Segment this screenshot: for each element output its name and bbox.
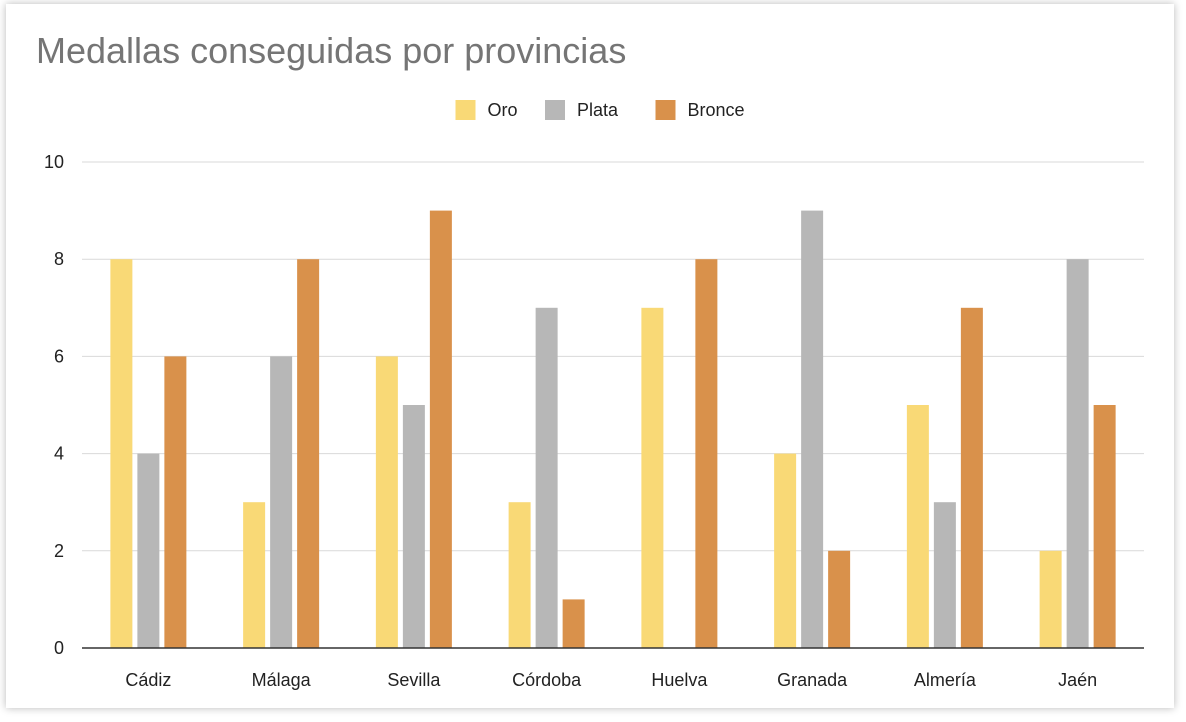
- bar-group-0: [110, 259, 187, 648]
- bar-plata: [137, 453, 160, 648]
- x-tick-label: Almería: [914, 670, 977, 690]
- legend-swatch: [455, 100, 476, 120]
- legend-item-plata: Plata: [545, 100, 619, 120]
- bar-bronce: [297, 259, 320, 648]
- legend-item-oro: Oro: [455, 100, 518, 120]
- bar-group-7: [1039, 259, 1116, 648]
- x-tick-label: Sevilla: [387, 670, 441, 690]
- x-tick-label: Granada: [777, 670, 848, 690]
- bar-group-3: [508, 307, 585, 648]
- y-axis: 0 2 4 6 8 10: [44, 152, 64, 658]
- bar-bronce: [562, 599, 585, 648]
- bar-plata: [1066, 259, 1089, 648]
- bar-oro: [1039, 550, 1062, 648]
- bar-group-6: [906, 307, 983, 648]
- legend-swatch: [655, 100, 676, 120]
- bar-oro: [641, 307, 664, 648]
- bar-group-2: [375, 210, 452, 648]
- bar-bronce: [695, 259, 718, 648]
- bar-oro: [508, 502, 531, 648]
- bar-plata: [933, 502, 956, 648]
- bar-oro: [906, 405, 929, 648]
- chart-title: Medallas conseguidas por provincias: [36, 30, 627, 71]
- x-tick-label: Cádiz: [125, 670, 171, 690]
- chart-legend: Oro Plata Bronce: [455, 100, 745, 120]
- x-tick-label: Huelva: [651, 670, 708, 690]
- bar-plata: [402, 405, 425, 648]
- legend-label: Bronce: [688, 100, 745, 120]
- bar-group-1: [243, 259, 320, 648]
- legend-label: Plata: [577, 100, 619, 120]
- legend-swatch: [545, 100, 565, 120]
- x-tick-label: Málaga: [252, 670, 312, 690]
- y-tick-label: 0: [54, 638, 64, 658]
- chart-card: Medallas conseguidas por provincias Oro P…: [6, 4, 1174, 708]
- bar-group-5: [774, 210, 851, 648]
- bar-bronce: [960, 307, 983, 648]
- y-tick-label: 4: [54, 444, 64, 464]
- x-tick-label: Jaén: [1058, 670, 1097, 690]
- x-axis: Cádiz Málaga Sevilla Córdoba Huelva Granada Al…: [82, 647, 1144, 690]
- bar-oro: [375, 356, 398, 648]
- bar-oro: [243, 502, 266, 648]
- bar-plata: [270, 356, 293, 648]
- y-tick-label: 8: [54, 249, 64, 269]
- legend-label: Oro: [488, 100, 518, 120]
- y-tick-label: 10: [44, 152, 64, 172]
- bar-bronce: [1093, 405, 1116, 648]
- bar-bronce: [164, 356, 187, 648]
- bar-plata: [535, 307, 558, 648]
- x-tick-label: Córdoba: [512, 670, 582, 690]
- bar-chart: Oro Plata Bronce Cádiz Málaga Sevilla Córdoba…: [44, 100, 1144, 690]
- bars: [110, 210, 1116, 648]
- y-tick-label: 2: [54, 541, 64, 561]
- gridlines: [82, 161, 1144, 552]
- y-tick-label: 6: [54, 346, 64, 366]
- bar-bronce: [828, 550, 851, 648]
- bar-group-4: [641, 259, 718, 648]
- bar-plata: [801, 210, 824, 648]
- bar-oro: [110, 259, 133, 648]
- legend-item-bronce: Bronce: [655, 100, 745, 120]
- bar-bronce: [429, 210, 452, 648]
- bar-oro: [774, 453, 797, 648]
